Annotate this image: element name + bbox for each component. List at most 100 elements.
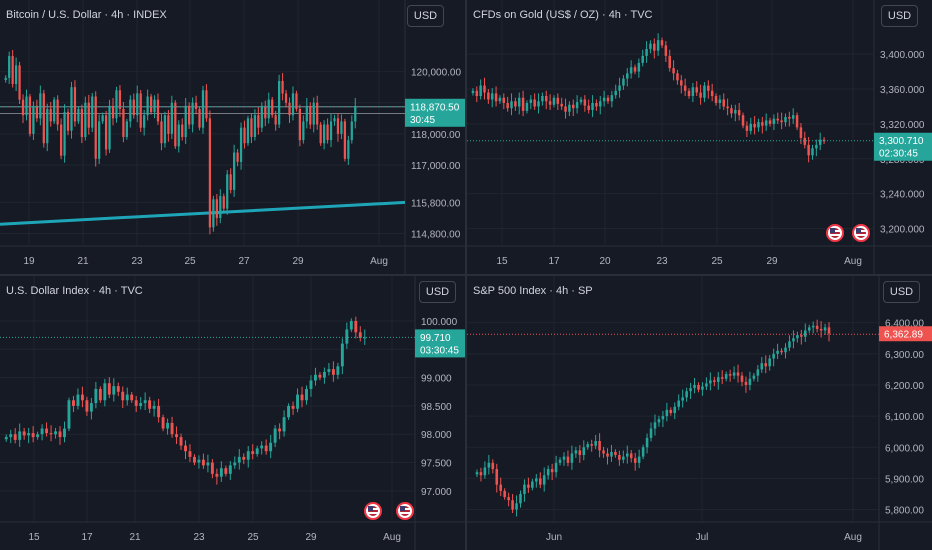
candle-body xyxy=(707,85,710,91)
candle-body xyxy=(780,120,783,123)
candle-body xyxy=(242,456,246,460)
candle-body xyxy=(768,358,771,367)
candle-body xyxy=(807,144,810,156)
price-tick-label: 117,000.00 xyxy=(411,161,461,172)
time-tick-label: 17 xyxy=(81,532,93,543)
candle-body xyxy=(730,108,733,114)
candle-body xyxy=(260,445,264,449)
candle-body xyxy=(236,152,239,162)
candle-body xyxy=(687,90,691,97)
candle-body xyxy=(148,400,152,409)
candle-body xyxy=(188,105,191,125)
chart-pane-gold[interactable]: 3,400.0003,360.0003,320.0003,280.0003,24… xyxy=(467,0,932,274)
candle-body xyxy=(676,73,679,81)
candle-body xyxy=(170,102,173,134)
candle-body xyxy=(316,102,319,125)
candle-body xyxy=(129,99,132,122)
currency-button[interactable]: USD xyxy=(407,5,444,27)
price-tick-label: 100.000 xyxy=(421,317,458,328)
candle-body xyxy=(752,375,756,379)
candle-body xyxy=(163,115,167,144)
candle-body xyxy=(326,124,329,141)
currency-button[interactable]: USD xyxy=(419,281,456,303)
candle-body xyxy=(354,320,358,333)
price-tick-label: 99.000 xyxy=(421,374,452,385)
candle-body xyxy=(305,105,308,122)
candle-body xyxy=(319,124,322,144)
candle-body xyxy=(363,337,367,339)
chart-pane-dxy[interactable]: 100.00099.50099.00098.50098.00097.50097.… xyxy=(0,276,465,550)
candle-body xyxy=(626,453,629,457)
candle-body xyxy=(167,115,170,134)
candle-body xyxy=(506,102,509,109)
time-tick-label: 25 xyxy=(184,256,196,267)
candle-body xyxy=(494,93,498,102)
candle-body xyxy=(578,450,582,456)
candle-body xyxy=(710,90,714,97)
chart-svg[interactable]: 100.00099.50099.00098.50098.00097.50097.… xyxy=(0,276,465,550)
candle-body xyxy=(59,124,63,156)
time-tick-label: 29 xyxy=(766,256,778,267)
candle-body xyxy=(63,112,66,156)
candle-body xyxy=(250,118,253,137)
candle-body xyxy=(233,152,236,190)
candle-body xyxy=(722,99,725,107)
chart-pane-spx[interactable]: 6,400.00 6,300.00 6,200.00 6,100.00 6,000.00… xyxy=(467,276,932,550)
symbol-title[interactable]: U.S. Dollar Index · 4h · TVC xyxy=(6,285,143,297)
us-flag-event-icon[interactable] xyxy=(826,224,844,242)
candle-body xyxy=(115,90,118,119)
candle-body xyxy=(562,456,566,460)
candle-body xyxy=(558,459,562,463)
candle-body xyxy=(40,428,44,435)
candle-body xyxy=(673,406,677,413)
candle-body xyxy=(107,383,111,395)
currency-button[interactable]: USD xyxy=(883,281,920,303)
candle-body xyxy=(91,96,94,128)
candle-body xyxy=(188,451,192,457)
candle-body xyxy=(788,341,791,348)
us-flag-event-icon[interactable] xyxy=(396,502,414,520)
candle-body xyxy=(568,104,571,112)
candle-body xyxy=(705,383,708,387)
candle-body xyxy=(104,115,108,150)
chart-svg[interactable]: 3,400.0003,360.0003,320.0003,280.0003,24… xyxy=(467,0,932,274)
event-markers xyxy=(364,502,414,520)
candle-body xyxy=(560,103,563,107)
us-flag-event-icon[interactable] xyxy=(364,502,382,520)
candle-body xyxy=(174,102,177,147)
candle-body xyxy=(329,121,333,141)
candle-body xyxy=(345,329,349,344)
candle-body xyxy=(618,455,621,460)
candle-body xyxy=(179,437,183,446)
candle-body xyxy=(73,87,77,122)
candle-body xyxy=(776,118,780,121)
candle-body xyxy=(503,490,506,498)
event-markers xyxy=(826,224,870,242)
candle-body xyxy=(85,400,89,412)
candle-body xyxy=(237,456,241,463)
chart-pane-btcusd[interactable]: 120,000.00119,000.00118,000.00117,000.00… xyxy=(0,0,465,274)
currency-button[interactable]: USD xyxy=(881,5,918,27)
chart-svg[interactable]: 6,400.00 6,300.00 6,200.00 6,100.00 6,000.00… xyxy=(467,276,932,550)
symbol-title[interactable]: Bitcoin / U.S. Dollar · 4h · INDEX xyxy=(6,9,167,21)
time-tick-label: 15 xyxy=(28,532,40,543)
price-tick-label: 3,400.000 xyxy=(880,50,925,61)
candle-body xyxy=(340,343,344,367)
chart-svg[interactable]: 120,000.00119,000.00118,000.00117,000.00… xyxy=(0,0,465,274)
symbol-title[interactable]: CFDs on Gold (US$ / OZ) · 4h · TVC xyxy=(473,9,653,21)
candle-body xyxy=(80,108,83,137)
candle-body xyxy=(514,101,517,107)
candle-body xyxy=(35,105,39,119)
bar-countdown-label: 30:45 xyxy=(410,115,435,126)
candle-body xyxy=(278,428,282,432)
candle-body xyxy=(803,137,807,145)
us-flag-event-icon[interactable] xyxy=(852,224,870,242)
candle-body xyxy=(139,403,143,406)
symbol-title[interactable]: S&P 500 Index · 4h · SP xyxy=(473,285,593,297)
candle-body xyxy=(191,102,194,125)
candle-body xyxy=(219,468,223,477)
candle-body xyxy=(796,335,799,339)
candle-body xyxy=(693,384,696,389)
candle-body xyxy=(314,374,317,381)
candle-body xyxy=(343,121,347,159)
